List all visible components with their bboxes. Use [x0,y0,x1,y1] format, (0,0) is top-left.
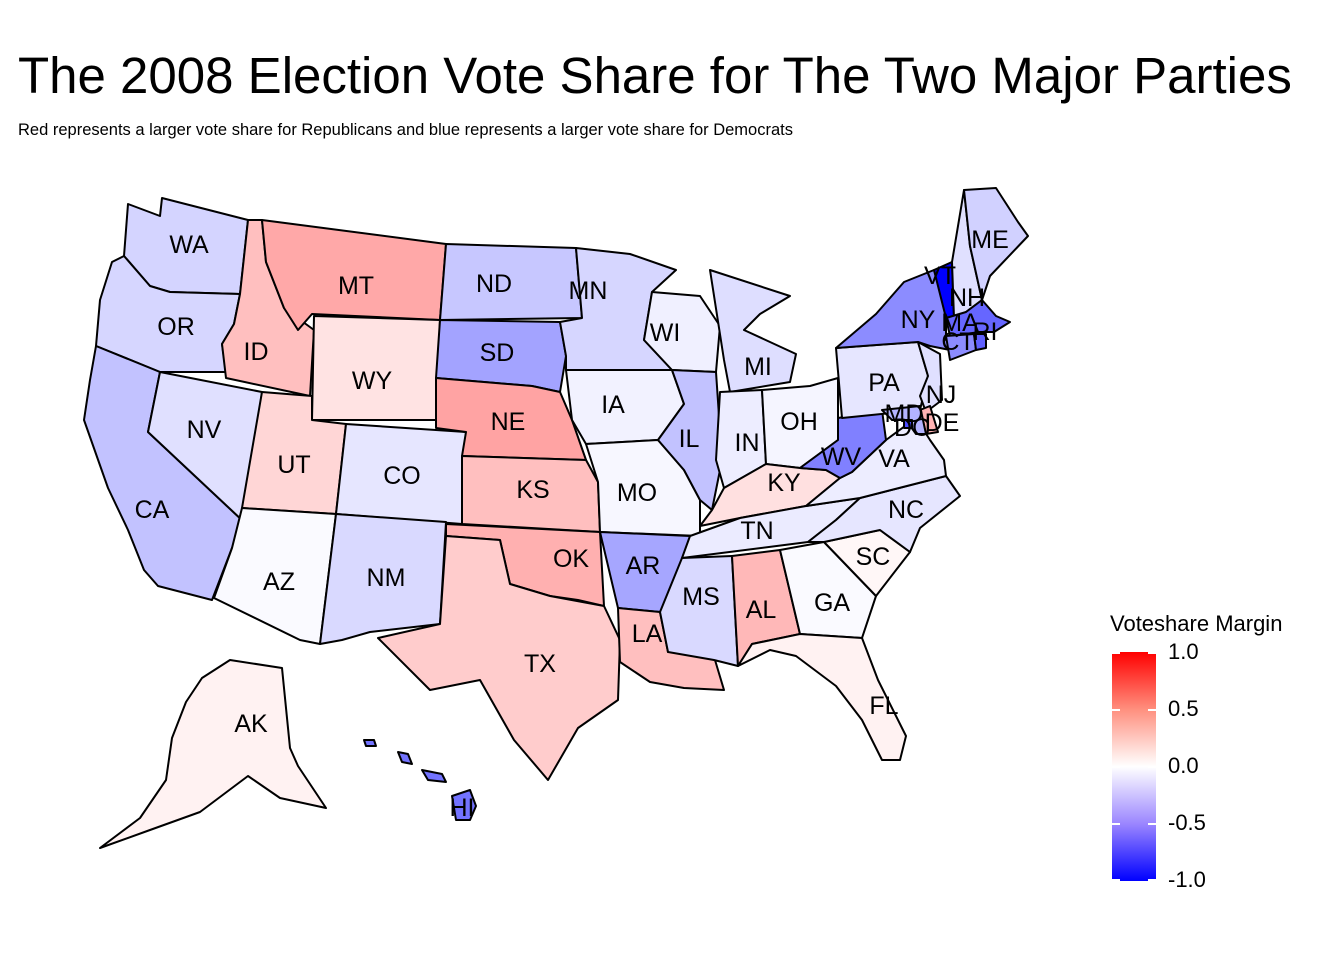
label-OR: OR [157,313,195,341]
legend-tick-mark [1148,823,1156,825]
legend-tick-mark [1148,766,1156,768]
legend-tick-mark [1148,709,1156,711]
label-OH: OH [780,408,818,436]
label-UT: UT [277,451,310,479]
state-NC [807,475,961,553]
label-DC: DC [894,414,930,442]
legend-label-zero: 0.0 [1168,753,1199,778]
label-LA: LA [632,620,663,648]
label-WY: WY [352,367,393,395]
label-CT: CT [941,328,974,356]
label-MD: MD [885,400,924,428]
state-AK [99,659,327,849]
state-ME [963,187,1029,301]
label-NM: NM [367,564,406,592]
legend-tick-mark [1112,823,1120,825]
state-FL [737,633,907,761]
state-HI-4 [363,739,377,747]
state-HI [451,789,477,821]
label-SD: SD [480,339,515,367]
label-VA: VA [878,445,910,473]
label-AZ: AZ [263,568,295,596]
label-FL: FL [869,692,898,720]
label-SC: SC [856,543,891,571]
map-title: The 2008 Election Vote Share for The Two… [18,47,1292,104]
label-AL: AL [746,596,777,624]
state-HI-2 [397,751,413,765]
legend-tick-mark [1148,879,1156,881]
label-IN: IN [735,429,760,457]
legend-label-min: -1.0 [1168,867,1206,892]
state-IL [657,369,723,511]
label-ND: ND [476,270,512,298]
label-VT: VT [924,262,956,290]
label-NJ: NJ [926,381,957,409]
label-MI: MI [744,353,772,381]
legend-tick-mark [1148,652,1156,654]
legend-tick-mark [1112,652,1120,654]
label-TN: TN [740,517,773,545]
legend-title: Voteshare Margin [1110,611,1283,636]
legend-tick-mark [1112,709,1120,711]
label-IL: IL [679,425,700,453]
label-KY: KY [767,469,801,497]
legend-label-neg-half: -0.5 [1168,810,1206,835]
label-DE: DE [925,409,960,437]
label-GA: GA [814,589,850,617]
legend-label-half: 0.5 [1168,696,1199,721]
label-MT: MT [338,272,374,300]
label-IA: IA [601,391,625,419]
label-ID: ID [244,338,269,366]
label-MS: MS [682,583,720,611]
label-AK: AK [234,710,268,738]
legend-tick-mark [1112,766,1120,768]
state-HI-3 [421,769,447,783]
label-NY: NY [901,306,936,334]
state-NY [835,269,961,353]
label-HI: HI [450,794,475,822]
label-MO: MO [617,479,657,507]
label-PA: PA [868,369,900,397]
label-NV: NV [187,416,222,444]
state-NM [319,513,447,645]
state-RI [973,333,987,351]
label-WV: WV [821,443,862,471]
label-OK: OK [553,545,589,573]
label-WI: WI [650,319,681,347]
legend-tick-mark [1112,879,1120,881]
label-WA: WA [169,231,209,259]
legend-label-max: 1.0 [1168,639,1199,664]
state-GA [779,541,877,639]
label-CO: CO [383,462,421,490]
label-NE: NE [491,408,526,436]
label-KS: KS [516,476,549,504]
label-AR: AR [626,552,661,580]
label-MA: MA [941,309,979,337]
state-DC [903,419,913,429]
label-NH: NH [949,284,985,312]
state-TX [377,535,621,781]
label-CA: CA [135,496,170,524]
state-MI [709,269,797,393]
label-RI: RI [973,318,998,346]
label-TX: TX [524,650,556,678]
label-MN: MN [569,277,608,305]
label-ME: ME [971,226,1009,254]
label-NC: NC [888,496,924,524]
map-subtitle: Red represents a larger vote share for R… [18,121,793,139]
